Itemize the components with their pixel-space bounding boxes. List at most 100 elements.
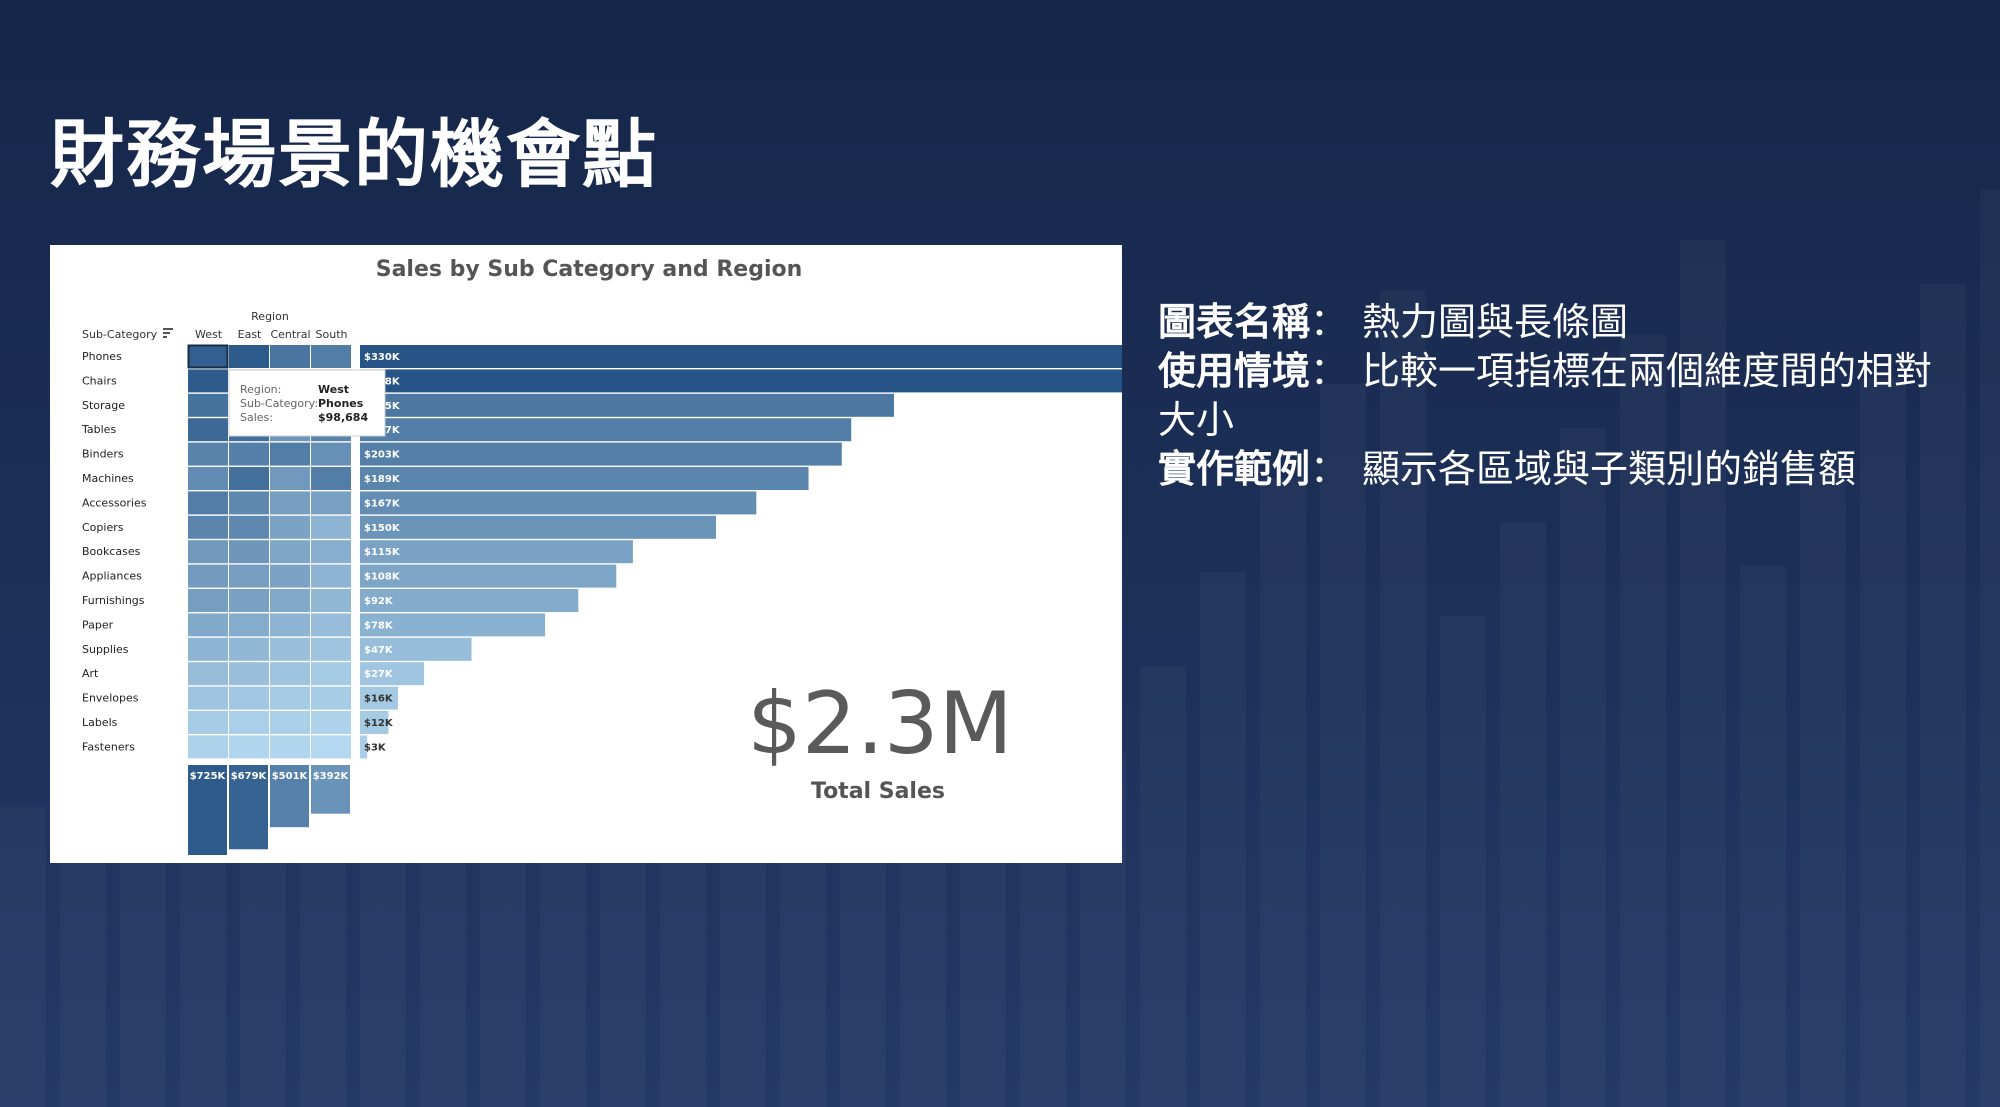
category-bar-label: $47K xyxy=(364,645,394,656)
category-bar[interactable] xyxy=(360,418,852,442)
heat-cell[interactable] xyxy=(270,564,310,588)
heat-cell[interactable] xyxy=(188,467,228,490)
heat-cell[interactable] xyxy=(188,540,228,564)
heat-cell[interactable] xyxy=(188,369,228,393)
heat-cell[interactable] xyxy=(311,467,351,490)
heat-cell[interactable] xyxy=(270,442,310,466)
region-label-central: Central xyxy=(270,328,310,341)
heat-cell[interactable] xyxy=(229,711,269,734)
heat-cell[interactable] xyxy=(188,589,228,612)
category-label: Chairs xyxy=(82,374,117,387)
category-label: Tables xyxy=(81,423,116,436)
heat-cell[interactable] xyxy=(188,686,228,710)
category-bar[interactable] xyxy=(360,467,809,490)
heat-cell[interactable] xyxy=(188,735,228,759)
heat-cell[interactable] xyxy=(229,637,269,661)
category-bar[interactable] xyxy=(360,540,633,564)
heat-cell[interactable] xyxy=(311,711,351,734)
category-label: Furnishings xyxy=(82,594,145,607)
heat-cell[interactable] xyxy=(188,491,228,515)
heat-cell[interactable] xyxy=(229,735,269,759)
heat-cell[interactable] xyxy=(311,613,351,637)
category-bar[interactable] xyxy=(360,735,368,759)
heat-cell[interactable] xyxy=(229,467,269,490)
heat-cell[interactable] xyxy=(188,637,228,661)
background-bar xyxy=(1740,566,1786,1107)
heat-cell[interactable] xyxy=(311,637,351,661)
heat-cell[interactable] xyxy=(188,345,228,368)
heat-cell[interactable] xyxy=(188,711,228,734)
heat-cell[interactable] xyxy=(270,540,310,564)
heat-cell[interactable] xyxy=(188,564,228,588)
heat-cell[interactable] xyxy=(270,662,310,686)
category-bar[interactable] xyxy=(360,442,842,466)
heat-cell[interactable] xyxy=(188,393,228,417)
heat-cell[interactable] xyxy=(311,345,351,368)
background-bar xyxy=(1560,428,1606,1107)
heat-cell[interactable] xyxy=(270,515,310,539)
heat-cell[interactable] xyxy=(311,515,351,539)
heat-cell[interactable] xyxy=(270,613,310,637)
heat-cell[interactable] xyxy=(229,686,269,710)
sort-icon[interactable] xyxy=(163,328,173,338)
heat-cell[interactable] xyxy=(270,686,310,710)
heat-cell[interactable] xyxy=(229,589,269,612)
heat-cell[interactable] xyxy=(229,613,269,637)
heat-cell[interactable] xyxy=(229,540,269,564)
region-total-bar[interactable] xyxy=(229,765,268,850)
heat-cell[interactable] xyxy=(229,662,269,686)
category-bar[interactable] xyxy=(360,515,716,539)
region-total-bar[interactable] xyxy=(311,765,350,814)
category-bar[interactable] xyxy=(360,711,389,734)
category-bar-label: $27K xyxy=(364,669,394,680)
heat-cell[interactable] xyxy=(188,613,228,637)
background-bar xyxy=(1200,572,1246,1107)
info-value: 熱力圖與長條圖 xyxy=(1362,300,1629,344)
category-bar-label: $203K xyxy=(364,450,401,461)
heat-cell[interactable] xyxy=(229,442,269,466)
tooltip-key: Sub-Category: xyxy=(240,397,318,410)
selected-cell-outline xyxy=(187,344,229,369)
heat-cell[interactable] xyxy=(311,540,351,564)
heat-cell[interactable] xyxy=(270,735,310,759)
heat-cell[interactable] xyxy=(188,418,228,442)
category-label: Labels xyxy=(82,716,118,729)
heat-cell[interactable] xyxy=(270,637,310,661)
heat-cell[interactable] xyxy=(311,442,351,466)
heat-cell[interactable] xyxy=(188,515,228,539)
category-bar[interactable] xyxy=(360,393,894,417)
heat-cell[interactable] xyxy=(229,515,269,539)
heat-cell[interactable] xyxy=(270,711,310,734)
heat-cell[interactable] xyxy=(270,589,310,612)
heat-cell[interactable] xyxy=(188,442,228,466)
info-label: 實作範例 xyxy=(1158,447,1311,491)
category-bar[interactable] xyxy=(360,491,757,515)
heat-cell[interactable] xyxy=(188,662,228,686)
category-label: Phones xyxy=(82,350,122,363)
background-bar xyxy=(1500,522,1546,1107)
category-bar[interactable] xyxy=(360,662,425,686)
heat-cell[interactable] xyxy=(270,345,310,368)
heat-cell[interactable] xyxy=(311,491,351,515)
category-bar[interactable] xyxy=(360,637,472,661)
category-bar[interactable] xyxy=(360,613,546,637)
region-total-bar[interactable] xyxy=(188,765,227,855)
category-bar[interactable] xyxy=(360,589,579,612)
region-total-bar[interactable] xyxy=(270,765,309,828)
heat-cell[interactable] xyxy=(229,345,269,368)
category-bar[interactable] xyxy=(360,369,1122,393)
heat-cell[interactable] xyxy=(270,491,310,515)
category-bar[interactable] xyxy=(360,345,1122,368)
category-bar-label: $92K xyxy=(364,596,394,607)
heat-cell[interactable] xyxy=(311,564,351,588)
heat-cell[interactable] xyxy=(229,564,269,588)
category-bar[interactable] xyxy=(360,686,398,710)
heat-cell[interactable] xyxy=(229,491,269,515)
category-bar[interactable] xyxy=(360,564,617,588)
heat-cell[interactable] xyxy=(311,686,351,710)
info-colon: ： xyxy=(1310,349,1349,393)
heat-cell[interactable] xyxy=(270,467,310,490)
heat-cell[interactable] xyxy=(311,662,351,686)
heat-cell[interactable] xyxy=(311,735,351,759)
heat-cell[interactable] xyxy=(311,589,351,612)
